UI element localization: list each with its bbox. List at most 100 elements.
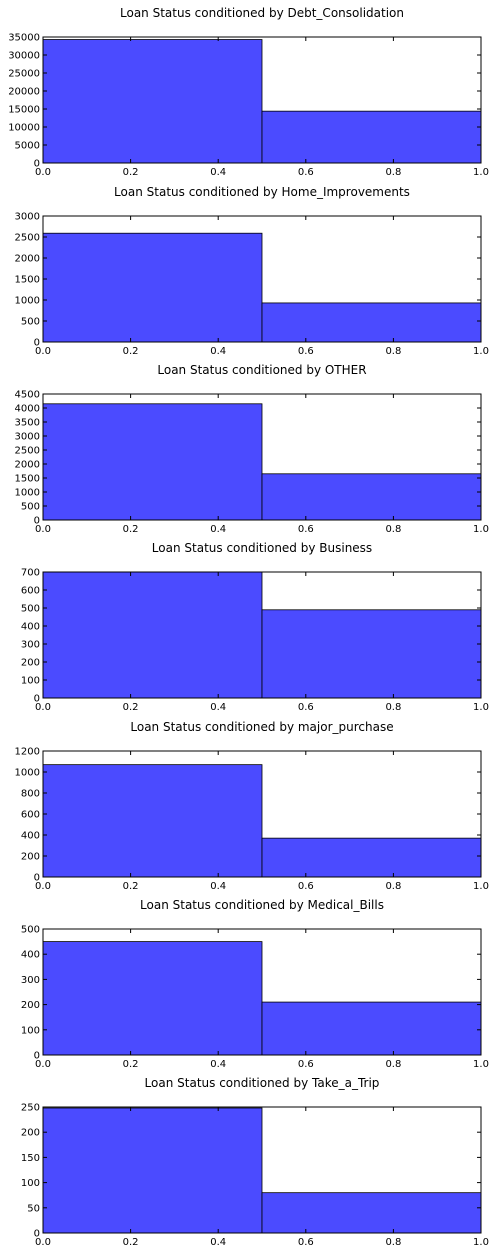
x-tick-label: 0.2: [123, 1237, 139, 1248]
histogram-bar: [261, 1001, 482, 1056]
x-tick-label: 0.2: [123, 881, 139, 892]
x-tick-label: 1.0: [473, 881, 489, 892]
chart-title: Loan Status conditioned by Take_a_Trip: [145, 1076, 380, 1090]
y-tick-label: 0: [34, 338, 40, 349]
y-tick-label: 200: [21, 1000, 40, 1011]
x-tick-label: 0.8: [385, 167, 401, 178]
x-tick-label: 0.6: [298, 881, 314, 892]
x-tick-label: 0.0: [35, 524, 51, 535]
histogram-bar: [261, 1192, 482, 1234]
chart-panel-5: Loan Status conditioned by Medical_Bills…: [21, 898, 489, 1070]
y-tick-label: 50: [27, 1203, 40, 1214]
y-tick-label: 0: [34, 159, 40, 170]
x-tick-label: 0.4: [210, 1237, 226, 1248]
x-tick-label: 0.0: [35, 167, 51, 178]
histogram-bar: [261, 609, 482, 699]
x-tick-label: 0.4: [210, 1059, 226, 1070]
y-tick-label: 500: [21, 925, 40, 936]
y-tick-label: 0: [34, 1229, 40, 1240]
y-tick-label: 1000: [15, 488, 40, 499]
chart-title: Loan Status conditioned by Business: [152, 541, 372, 555]
chart-title: Loan Status conditioned by Medical_Bills: [140, 898, 384, 912]
x-tick-label: 0.4: [210, 346, 226, 357]
chart-panel-4: Loan Status conditioned by major_purchas…: [15, 720, 489, 892]
y-tick-label: 250: [21, 1103, 40, 1114]
y-tick-label: 0: [34, 516, 40, 527]
y-tick-label: 2000: [15, 254, 40, 265]
y-tick-label: 400: [21, 831, 40, 842]
y-tick-label: 0: [34, 873, 40, 884]
y-tick-label: 400: [21, 950, 40, 961]
y-tick-label: 400: [21, 622, 40, 633]
y-tick-label: 2000: [15, 460, 40, 471]
y-tick-label: 1500: [15, 275, 40, 286]
y-tick-label: 500: [21, 317, 40, 328]
plot-frame: [42, 393, 482, 521]
plot-frame: [42, 571, 482, 699]
x-tick-label: 0.4: [210, 524, 226, 535]
y-tick-label: 25000: [8, 69, 40, 80]
y-tick-label: 2500: [15, 233, 40, 244]
y-tick-label: 500: [21, 502, 40, 513]
chart-panel-0: Loan Status conditioned by Debt_Consolid…: [8, 6, 489, 178]
chart-panel-2: Loan Status conditioned by OTHER 0.0 0.2 0.…: [15, 363, 489, 535]
y-tick-label: 10000: [8, 123, 40, 134]
x-tick-label: 0.6: [298, 167, 314, 178]
y-tick-label: 15000: [8, 105, 40, 116]
y-tick-label: 3500: [15, 418, 40, 429]
histogram-bar: [261, 837, 482, 878]
y-tick-label: 1500: [15, 474, 40, 485]
chart-panel-3: Loan Status conditioned by Business 0.0 0.…: [21, 541, 489, 713]
x-tick-label: 1.0: [473, 524, 489, 535]
histogram-bar: [42, 403, 263, 521]
y-tick-label: 600: [21, 586, 40, 597]
histogram-bar: [261, 110, 482, 164]
x-tick-label: 1.0: [473, 167, 489, 178]
y-tick-label: 20000: [8, 87, 40, 98]
chart-panel-6: Loan Status conditioned by Take_a_Trip 0.…: [21, 1076, 489, 1248]
histogram-bar: [42, 232, 263, 343]
y-tick-label: 0: [34, 694, 40, 705]
chart-title: Loan Status conditioned by Debt_Consolid…: [120, 6, 404, 20]
x-tick-label: 0.6: [298, 1237, 314, 1248]
x-tick-label: 0.4: [210, 881, 226, 892]
x-tick-label: 0.6: [298, 1059, 314, 1070]
x-tick-label: 0.2: [123, 346, 139, 357]
x-tick-label: 0.0: [35, 346, 51, 357]
x-tick-label: 1.0: [473, 1059, 489, 1070]
histogram-bar: [261, 473, 482, 521]
y-tick-label: 500: [21, 604, 40, 615]
y-tick-label: 2500: [15, 446, 40, 457]
chart-title: Loan Status conditioned by major_purchas…: [130, 720, 393, 734]
y-tick-label: 3000: [15, 212, 40, 223]
plot-frame: [42, 1106, 482, 1234]
x-tick-label: 0.0: [35, 702, 51, 713]
y-tick-label: 200: [21, 852, 40, 863]
y-tick-label: 35000: [8, 33, 40, 44]
y-tick-label: 100: [21, 1025, 40, 1036]
x-tick-label: 0.0: [35, 881, 51, 892]
y-tick-label: 1000: [15, 768, 40, 779]
histogram-bar: [261, 302, 482, 343]
y-tick-label: 4500: [15, 390, 40, 401]
x-tick-label: 0.2: [123, 167, 139, 178]
x-tick-label: 0.8: [385, 702, 401, 713]
x-tick-label: 0.8: [385, 346, 401, 357]
x-tick-label: 1.0: [473, 346, 489, 357]
y-tick-label: 300: [21, 640, 40, 651]
y-tick-label: 30000: [8, 51, 40, 62]
x-tick-label: 0.6: [298, 524, 314, 535]
x-tick-label: 1.0: [473, 702, 489, 713]
y-tick-label: 4000: [15, 404, 40, 415]
y-tick-label: 800: [21, 789, 40, 800]
y-tick-label: 0: [34, 1051, 40, 1062]
y-tick-label: 1000: [15, 296, 40, 307]
x-tick-label: 0.0: [35, 1237, 51, 1248]
y-tick-label: 5000: [15, 141, 40, 152]
x-tick-label: 0.6: [298, 346, 314, 357]
y-tick-label: 100: [21, 676, 40, 687]
x-tick-label: 0.8: [385, 881, 401, 892]
y-tick-label: 100: [21, 1178, 40, 1189]
y-tick-label: 300: [21, 975, 40, 986]
